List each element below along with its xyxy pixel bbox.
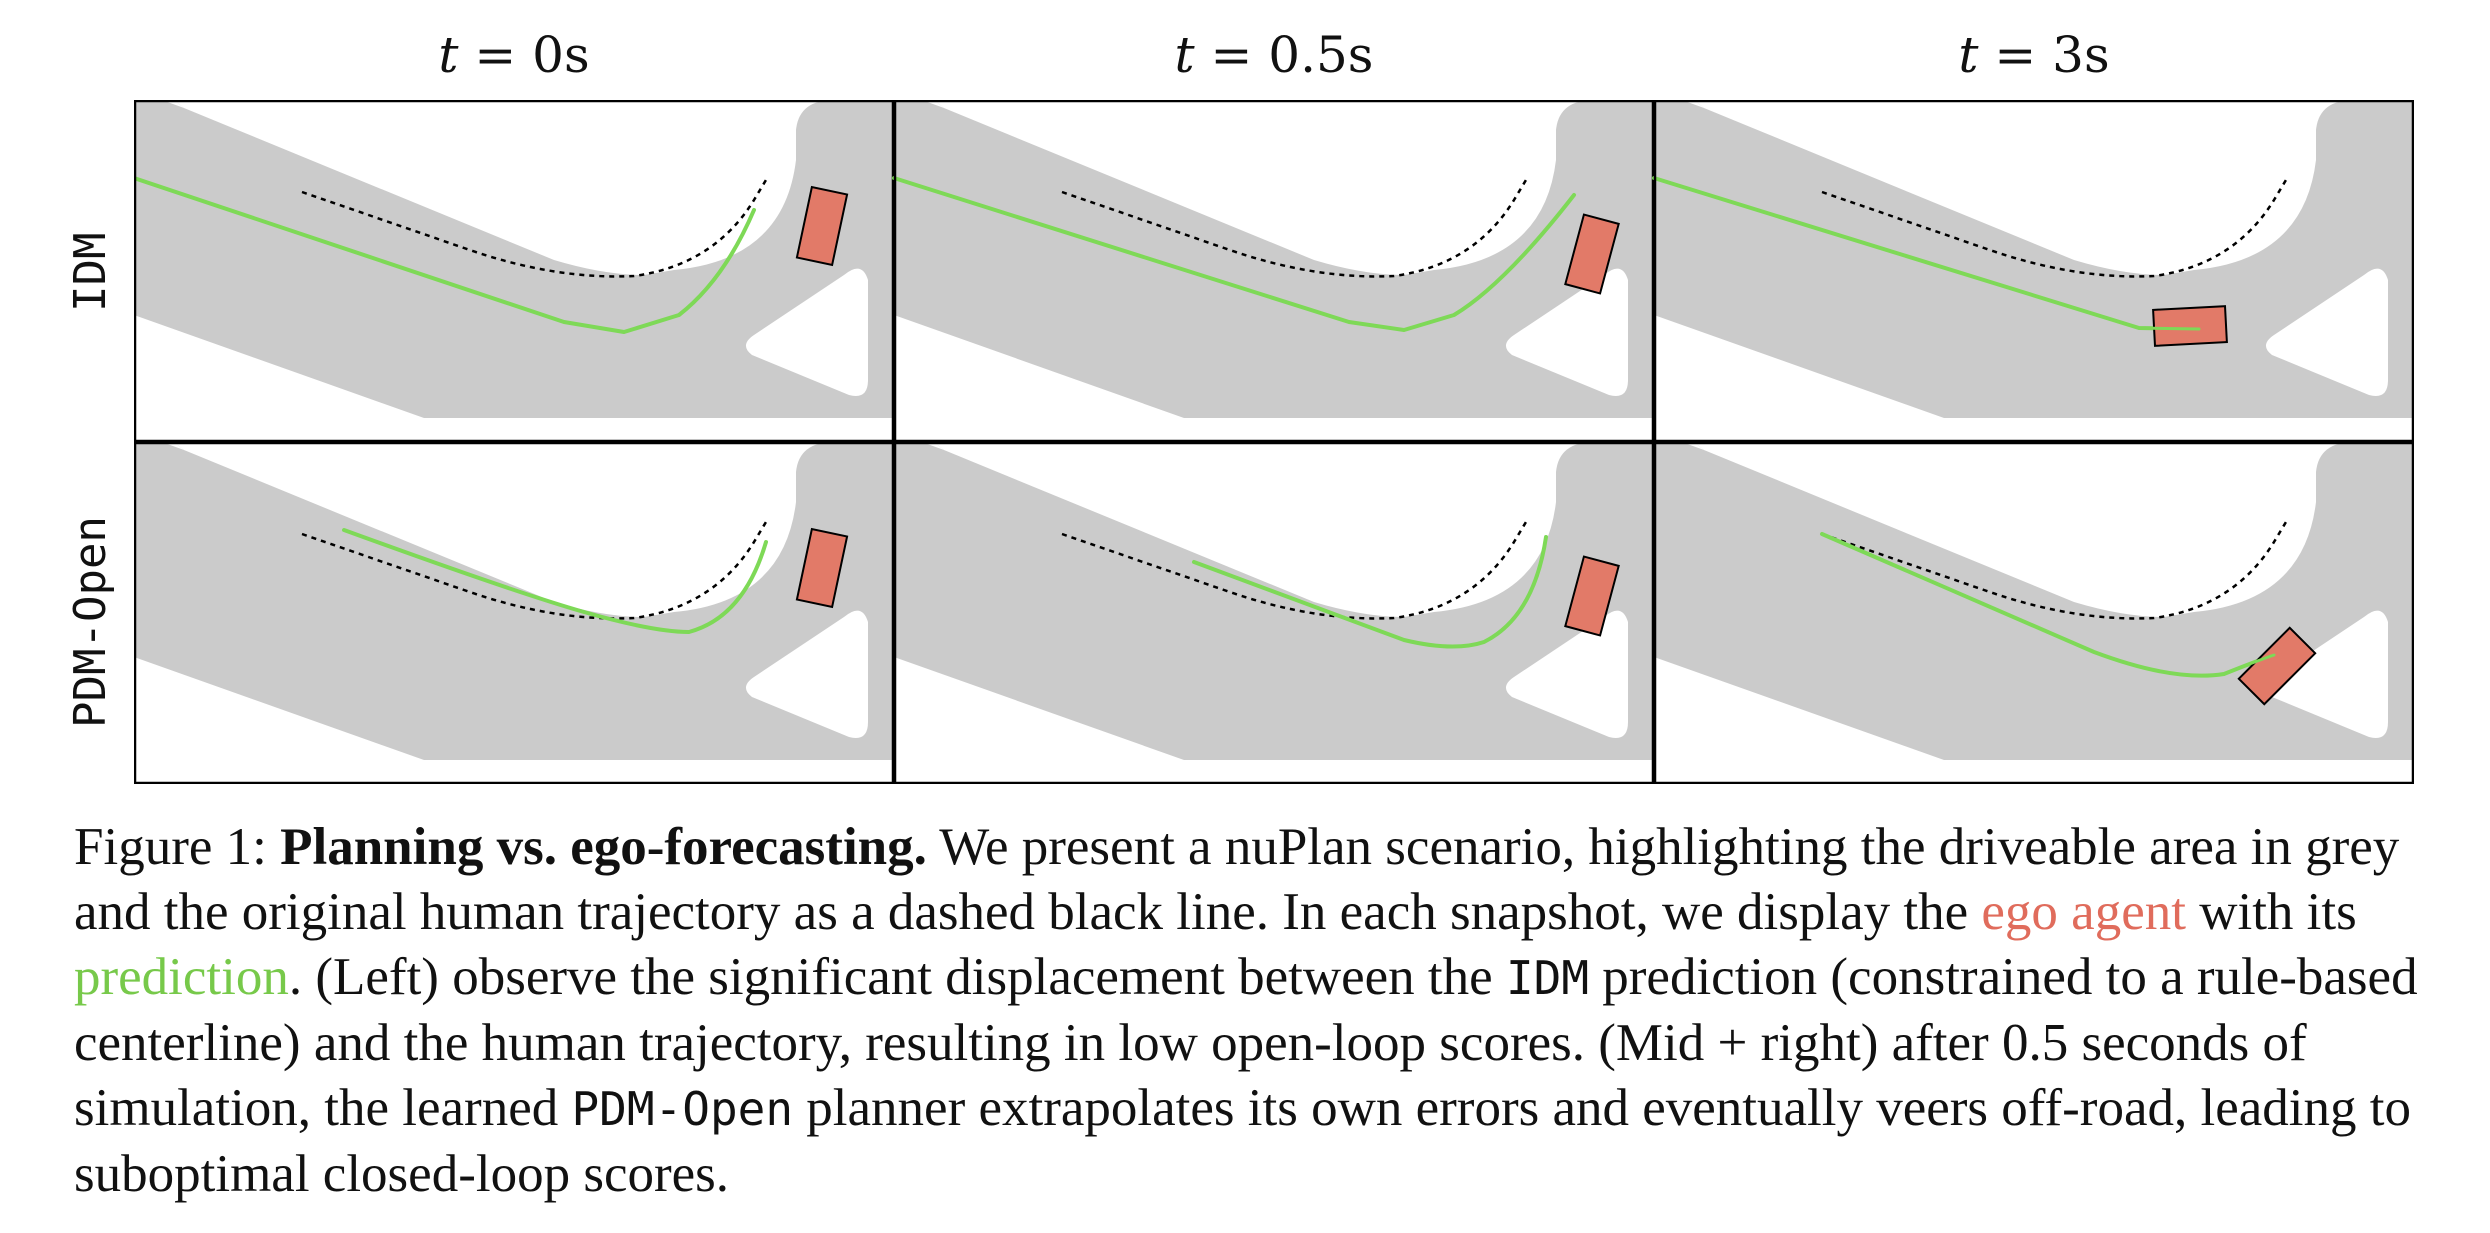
caption-text: with its bbox=[2185, 883, 2357, 941]
prediction-trajectory-overlay bbox=[892, 176, 1576, 332]
ego-agent bbox=[795, 185, 849, 267]
panel-border bbox=[134, 441, 895, 784]
caption-text: planner extrapolates its own errors and … bbox=[74, 1079, 2411, 1203]
panel-border bbox=[893, 441, 1655, 784]
time-value: = 0.5s bbox=[1194, 26, 1374, 84]
prediction-trajectory-overlay bbox=[134, 176, 756, 334]
figure-caption: Figure 1: Planning vs. ego-forecasting. … bbox=[74, 815, 2439, 1207]
idm-term: IDM bbox=[1505, 951, 1590, 1005]
panel-border bbox=[1653, 441, 2414, 784]
human-trajectory bbox=[301, 179, 768, 278]
prediction-trajectory-overlay bbox=[342, 528, 768, 634]
panel-idm-t05 bbox=[892, 100, 1655, 443]
human-trajectory bbox=[1061, 521, 1528, 620]
ego-agent bbox=[2152, 305, 2228, 347]
column-header-0: t = 0s bbox=[134, 20, 894, 90]
human-trajectory bbox=[1061, 179, 1528, 278]
ego-agent bbox=[795, 527, 849, 609]
panel-idm-t3 bbox=[1652, 100, 2414, 443]
time-variable: t bbox=[438, 26, 459, 84]
time-variable: t bbox=[1958, 26, 1979, 84]
caption-text: . (Left) observe the significant displac… bbox=[288, 948, 1506, 1006]
time-variable: t bbox=[1174, 26, 1195, 84]
caption-text: We present a nuPlan scenario, highlighti… bbox=[74, 818, 2400, 941]
human-trajectory bbox=[301, 521, 768, 620]
prediction-trajectory-overlay bbox=[1820, 532, 2276, 678]
human-trajectory bbox=[1821, 179, 2288, 278]
human-trajectory bbox=[1821, 521, 2288, 620]
prediction-term: prediction bbox=[74, 948, 289, 1006]
time-value: = 0s bbox=[458, 26, 590, 84]
ego-agent bbox=[2237, 626, 2317, 706]
row-label-pdm-open: PDM-Open bbox=[65, 516, 116, 728]
caption-text: prediction (constrained to a rule-based … bbox=[74, 948, 2418, 1137]
panel-border bbox=[893, 100, 1655, 443]
prediction-trajectory-overlay bbox=[1652, 176, 2201, 331]
figure-panel-grid bbox=[134, 100, 2414, 784]
row-label-idm: IDM bbox=[65, 232, 116, 312]
panel-border bbox=[1653, 100, 2414, 443]
panel-border bbox=[134, 100, 895, 443]
time-value: = 3s bbox=[1978, 26, 2110, 84]
ego-agent bbox=[1564, 213, 1620, 295]
ego-agent bbox=[1564, 555, 1620, 637]
panel-pdm-t0 bbox=[134, 432, 895, 784]
panel-idm-t0 bbox=[134, 100, 895, 443]
pdm-open-term: PDM-Open bbox=[571, 1082, 794, 1136]
prediction-trajectory-overlay bbox=[1192, 535, 1548, 648]
panel-pdm-t3 bbox=[1653, 432, 2414, 784]
caption-label: Figure 1: bbox=[74, 818, 281, 876]
ego-agent-term: ego agent bbox=[1981, 883, 2186, 941]
caption-title: Planning vs. ego-forecasting. bbox=[280, 818, 927, 876]
column-header-2: t = 3s bbox=[1654, 20, 2414, 90]
panel-pdm-t05 bbox=[893, 432, 1655, 784]
column-header-1: t = 0.5s bbox=[894, 20, 1654, 90]
